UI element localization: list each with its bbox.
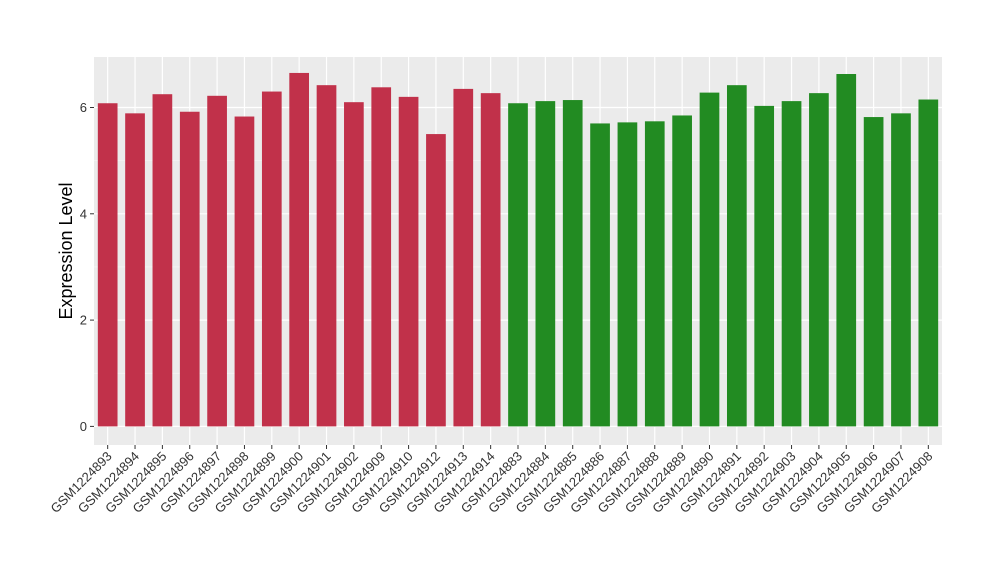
y-axis: 0 2 4 6	[80, 100, 94, 434]
y-tick-label: 0	[80, 419, 87, 434]
bar-GSM1224906	[863, 117, 884, 427]
bar-GSM1224885	[562, 100, 583, 427]
bar-GSM1224904	[809, 93, 829, 427]
bar-GSM1224889	[672, 115, 692, 427]
bar-GSM1224908	[918, 99, 939, 427]
bar-GSM1224902	[344, 102, 364, 427]
bar-GSM1224897	[207, 95, 227, 427]
bar-GSM1224892	[754, 105, 775, 427]
bar-GSM1224913	[453, 88, 474, 427]
bar-GSM1224898	[234, 116, 255, 427]
bar-GSM1224887	[617, 122, 638, 427]
y-tick-label: 6	[80, 100, 87, 115]
bar-GSM1224884	[535, 101, 556, 427]
bar-GSM1224894	[125, 113, 145, 427]
bar-GSM1224883	[508, 103, 528, 427]
x-axis: GSM1224893GSM1224894GSM1224895GSM1224896…	[47, 445, 935, 516]
bar-GSM1224896	[179, 111, 200, 427]
bar-GSM1224893	[97, 103, 118, 427]
bar-GSM1224909	[371, 87, 392, 427]
bar-GSM1224910	[398, 96, 419, 427]
bar-GSM1224907	[891, 113, 911, 427]
bar-GSM1224903	[781, 101, 802, 427]
bar-GSM1224890	[699, 92, 720, 427]
bar-GSM1224895	[152, 94, 173, 427]
bar-GSM1224886	[590, 123, 610, 427]
y-axis-title: Expression Level	[56, 182, 76, 319]
bar-GSM1224905	[836, 74, 857, 427]
bar-GSM1224899	[261, 91, 282, 427]
bars	[97, 72, 939, 427]
bar-GSM1224914	[480, 93, 501, 427]
bar-GSM1224891	[726, 85, 747, 427]
bar-GSM1224912	[426, 134, 446, 427]
bar-GSM1224900	[289, 72, 310, 427]
y-tick-label: 2	[80, 313, 87, 328]
y-tick-label: 4	[80, 206, 87, 221]
bar-GSM1224901	[316, 85, 337, 427]
bar-GSM1224888	[644, 121, 665, 427]
